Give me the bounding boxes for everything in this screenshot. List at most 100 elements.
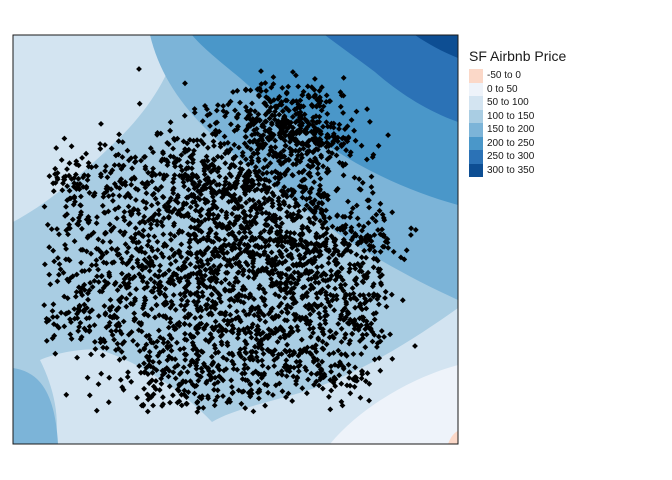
listing-point [116,192,123,199]
legend-swatch [469,136,483,150]
listing-point [315,170,321,177]
listing-point [73,186,80,192]
listing-point [144,391,151,398]
listing-point [211,386,217,393]
listing-point [296,252,303,259]
listing-point [299,295,306,302]
listing-point [204,378,210,385]
listing-point [267,160,274,166]
listing-point [255,176,262,183]
listing-point [311,381,317,388]
listing-point [211,402,218,409]
listing-point [68,143,75,150]
listing-point [350,351,357,357]
listing-point [180,364,187,371]
listing-point [149,214,156,220]
listing-point [371,332,378,338]
listing-point [213,190,220,197]
listing-point [279,108,286,115]
listing-point [220,393,226,399]
listing-point [171,135,177,142]
listing-point [356,186,363,192]
listing-point [138,369,144,376]
listing-point [223,214,230,221]
listing-point [274,120,281,126]
listing-point [145,169,152,176]
listing-point [103,185,110,192]
listing-points [41,66,419,415]
listing-point [190,359,197,366]
listing-point [223,242,229,249]
listing-point [101,303,108,309]
listing-point [268,225,275,232]
listing-point [71,195,78,201]
listing-point [316,243,322,250]
listing-point [323,341,330,348]
listing-point [212,132,219,138]
listing-point [85,163,92,170]
listing-point [238,400,245,407]
listing-point [146,268,153,274]
listing-point [83,185,90,191]
listing-point [230,89,236,95]
listing-point [51,258,58,265]
listing-point [338,351,345,358]
listing-point [314,165,321,172]
listing-point [158,158,165,164]
listing-point [300,284,306,291]
listing-point [295,368,302,375]
listing-point [152,294,159,301]
listing-point [154,221,160,228]
listing-point [184,288,190,294]
listing-point [327,154,333,160]
listing-point [270,148,276,155]
listing-point [194,255,200,261]
listing-point [100,336,107,343]
listing-point [179,205,185,212]
listing-point [274,355,280,361]
listing-point [265,335,271,341]
listing-point [114,287,121,293]
listing-point [192,264,199,270]
listing-point [86,323,93,330]
listing-point [216,173,223,180]
listing-point [182,357,189,363]
listing-point [358,239,364,246]
listing-point [78,259,84,266]
listing-point [216,253,222,260]
listing-point [334,185,341,192]
listing-point [69,216,76,223]
listing-point [347,149,354,156]
listing-point [86,217,93,224]
listing-point [305,376,311,383]
listing-point [350,290,357,297]
listing-point [198,229,205,235]
listing-point [46,244,53,251]
listing-point [131,310,138,317]
listing-point [320,331,327,338]
listing-point [177,163,184,170]
listing-point [318,263,325,270]
listing-point [251,181,257,188]
listing-point [352,377,358,384]
listing-point [113,152,119,159]
listing-point [314,295,321,301]
listing-point [216,128,223,135]
listing-point [320,346,327,353]
listing-point [339,402,346,409]
listing-point [98,254,104,261]
listing-point [261,195,268,202]
listing-point [320,326,326,333]
listing-point [299,349,306,355]
listing-point [216,366,223,373]
listing-point [192,235,198,242]
listing-point [247,207,254,214]
listing-point [180,378,186,384]
listing-point [248,154,255,161]
listing-point [239,389,245,395]
listing-point [229,329,236,336]
listing-point [178,296,185,303]
listing-point [216,188,223,194]
listing-point [245,294,252,301]
listing-point [368,184,375,190]
